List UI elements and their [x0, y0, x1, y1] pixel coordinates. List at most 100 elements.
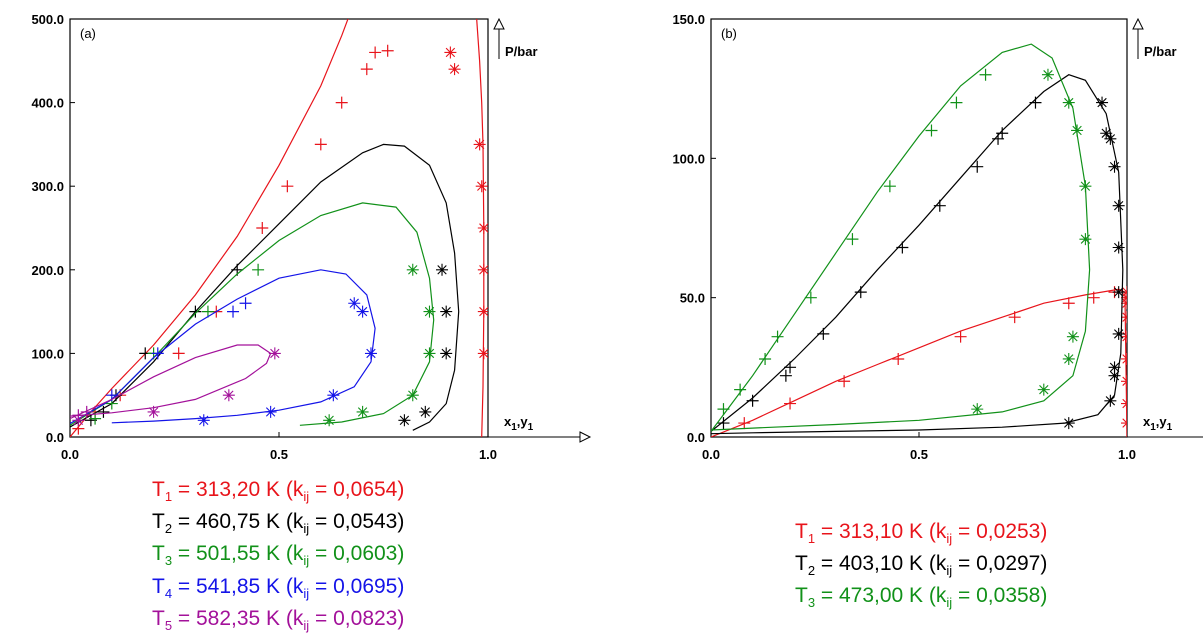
y-tick-label: 300.0 [31, 179, 64, 194]
y-tick-label: 0.0 [687, 430, 705, 445]
vapor-point [1066, 330, 1079, 343]
legend-entry-3: T3 = 473,00 K (kij = 0,0358) [795, 584, 1048, 611]
vapor-point [1112, 199, 1125, 212]
series-line-1 [70, 19, 349, 437]
vapor-point [1121, 311, 1127, 324]
liquid-point [369, 46, 382, 59]
liquid-point [971, 160, 984, 173]
liquid-point [252, 263, 265, 276]
x-axis-arrowhead [579, 431, 592, 443]
x-tick-label: 0.0 [702, 447, 720, 462]
vapor-point [1121, 352, 1127, 365]
liquid-point [239, 297, 252, 310]
liquid-point [979, 68, 992, 81]
vapor-point [1121, 417, 1127, 430]
y-axis-label: P/bar [1144, 44, 1177, 59]
vapor-point [436, 263, 449, 276]
vapor-point [1079, 233, 1092, 246]
vapor-point [1062, 417, 1075, 430]
vapor-point [72, 414, 85, 427]
vapor-point [1121, 375, 1127, 388]
vapor-point [1104, 394, 1117, 407]
liquid-point [996, 127, 1009, 140]
liquid-point [717, 403, 730, 416]
liquid-point [1062, 297, 1075, 310]
vapor-point [1096, 96, 1109, 109]
vapor-point [1079, 180, 1092, 193]
liquid-point [80, 405, 93, 418]
series-line-vapor-1 [476, 19, 485, 437]
vapor-point [1108, 361, 1121, 374]
vapor-point [147, 405, 160, 418]
liquid-point [779, 369, 792, 382]
plot-area [70, 19, 488, 437]
series-line-4 [70, 269, 376, 425]
legend-entry-5: T5 = 582,35 K (kij = 0,0823) [152, 606, 405, 633]
vapor-point [197, 414, 210, 427]
liquid-point [717, 417, 730, 430]
legend-panel-b: T1 = 313,10 K (kij = 0,0253) T2 = 403,10 … [795, 519, 1047, 616]
y-axis-label: P/bar [505, 44, 538, 59]
liquid-point [381, 44, 394, 57]
liquid-point [950, 96, 963, 109]
liquid-point [335, 96, 348, 109]
vapor-point [1112, 241, 1125, 254]
y-tick-label: 400.0 [31, 96, 64, 111]
y-tick-label: 100.0 [31, 346, 64, 361]
y-tick-label: 100.0 [672, 151, 705, 166]
liquid-point [846, 233, 859, 246]
vapor-point [448, 63, 461, 76]
liquid-point [151, 347, 164, 360]
vapor-point [406, 263, 419, 276]
vapor-point [356, 305, 369, 318]
legend-entry-2: T2 = 403,10 K (kij = 0,0297) [795, 552, 1048, 579]
liquid-point [314, 138, 327, 151]
y-tick-label: 150.0 [672, 12, 705, 27]
liquid-point [954, 330, 967, 343]
vapor-point [1062, 96, 1075, 109]
chart-panel-b: 0.0 50.0 100.0 150.0 0.0 0.5 1.0 (b) P/bar x1,y1 [672, 12, 1203, 462]
vapor-point [971, 403, 984, 416]
series-line-2 [70, 143, 460, 431]
vapor-point [1121, 330, 1127, 343]
vapor-point [444, 46, 457, 59]
legend-entry-3: T3 = 501,55 K (kij = 0,0603) [152, 542, 405, 569]
vapor-point [475, 180, 488, 193]
vapor-point [1112, 327, 1125, 340]
liquid-point [854, 286, 867, 299]
x-tick-label: 0.5 [910, 447, 928, 462]
vapor-point [473, 138, 486, 151]
y-tick-label: 500.0 [31, 12, 64, 27]
y-tick-label: 200.0 [31, 263, 64, 278]
vapor-point [1037, 383, 1050, 396]
legend-panel-a: T1 = 313,20 K (kij = 0,0654) T2 = 460,75 … [152, 477, 404, 638]
x-tick-label: 0.5 [270, 447, 288, 462]
liquid-point [734, 383, 747, 396]
vapor-point [1100, 127, 1113, 140]
liquid-point [896, 241, 909, 254]
y-axis-arrowhead [1132, 17, 1144, 30]
vapor-point [268, 347, 281, 360]
vapor-point [1071, 124, 1084, 137]
vapor-point [327, 389, 340, 402]
liquid-point [256, 222, 269, 234]
series-line-3 [711, 43, 1091, 432]
vapor-point [1041, 68, 1054, 81]
y-tick-label: 50.0 [680, 291, 705, 306]
vapor-point [477, 347, 488, 360]
liquid-point [201, 305, 214, 318]
liquid-point [784, 361, 797, 374]
liquid-point [1029, 96, 1042, 109]
liquid-point [281, 180, 294, 193]
x-axis-label: x1,y1 [504, 414, 534, 433]
legend-entry-1: T1 = 313,10 K (kij = 0,0253) [795, 520, 1048, 547]
panel-letter: (a) [80, 26, 96, 41]
liquid-point [759, 352, 772, 365]
liquid-point [784, 397, 797, 410]
vapor-point [440, 305, 453, 318]
liquid-point [933, 199, 946, 212]
liquid-point [738, 417, 751, 430]
liquid-point [771, 330, 784, 343]
x-tick-label: 1.0 [1118, 447, 1136, 462]
liquid-point [97, 405, 110, 418]
